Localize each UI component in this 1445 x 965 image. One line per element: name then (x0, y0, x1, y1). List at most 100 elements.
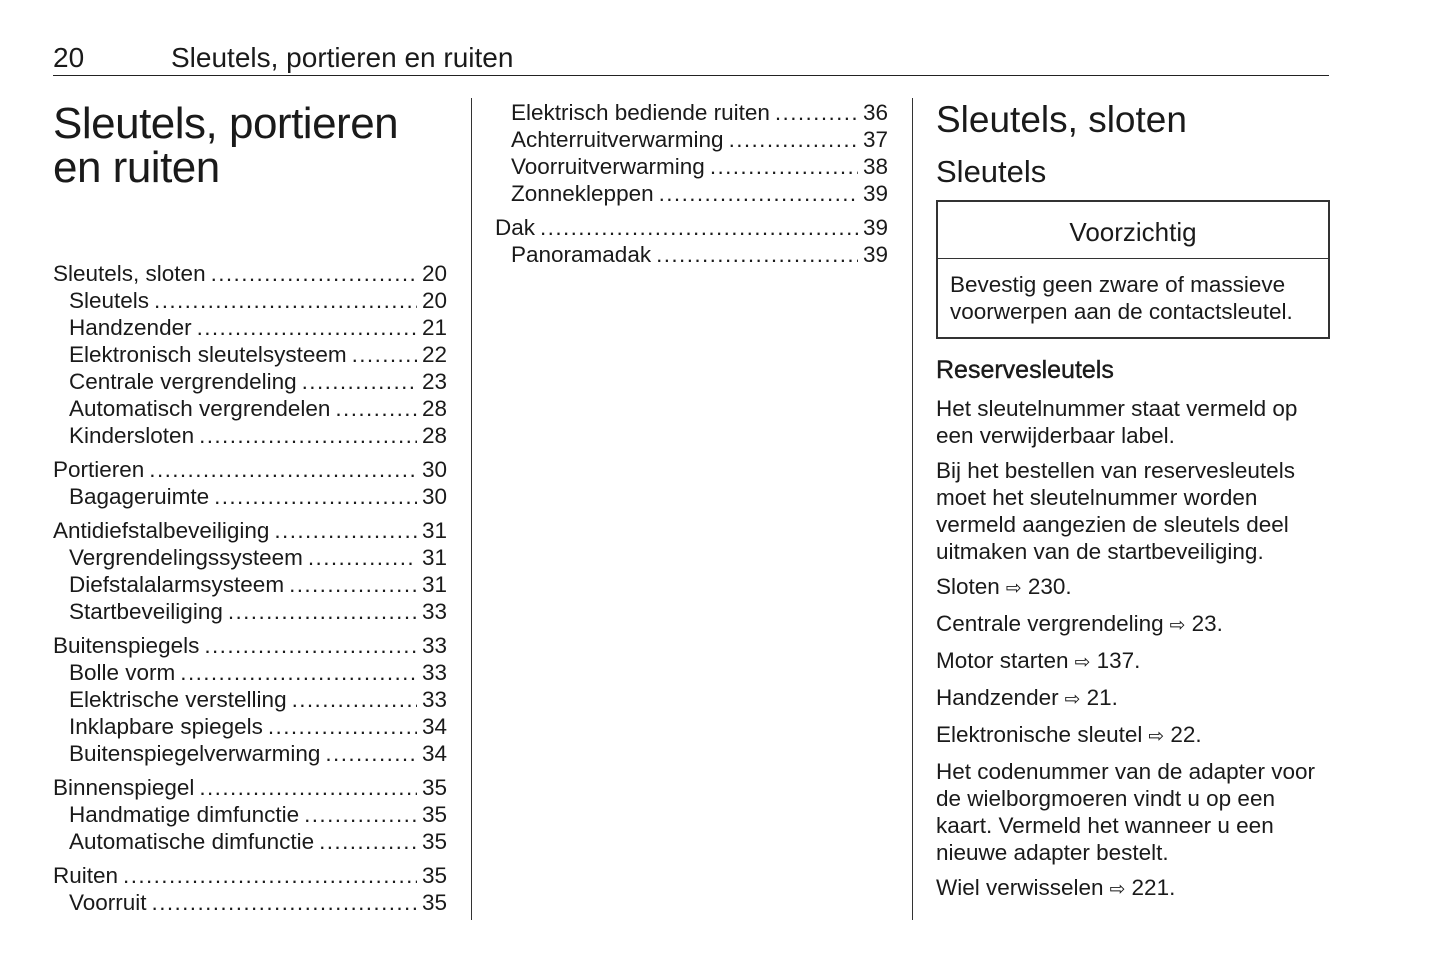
dot-leader (335, 395, 417, 422)
toc-entry-label: Voorruit (69, 890, 147, 915)
toc-entry[interactable]: Binnenspiegel 35 (53, 774, 447, 801)
toc-entry-label: Portieren (53, 457, 145, 482)
toc-entry[interactable]: Panoramadak 39 (495, 241, 888, 268)
toc-entry[interactable]: Portieren 30 (53, 456, 447, 483)
toc-entry[interactable]: Handzender 21 (53, 314, 447, 341)
toc-entry[interactable]: Ruiten 35 (53, 862, 447, 889)
dot-leader (274, 517, 417, 544)
column-divider (912, 98, 913, 920)
dot-leader (204, 632, 417, 659)
toc-entry[interactable]: Buitenspiegels 33 (53, 632, 447, 659)
toc-entry[interactable]: Elektrische verstelling 33 (53, 686, 447, 713)
dot-leader (268, 713, 417, 740)
toc-entry[interactable]: Achterruitverwarming 37 (495, 126, 888, 153)
page-reference[interactable]: 221. (1131, 875, 1176, 900)
dot-leader (228, 598, 417, 625)
right-column: Sleutels, sloten Sleutels Voorzichtig Be… (936, 100, 1330, 911)
toc-entry-page: 38 (862, 154, 888, 179)
toc-entry[interactable]: Buitenspiegelverwarming 34 (53, 740, 447, 767)
dot-leader (308, 544, 417, 571)
page-reference[interactable]: 21. (1086, 685, 1118, 710)
toc-entry[interactable]: Vergrendelingssysteem 31 (53, 544, 447, 571)
cross-reference[interactable]: Wiel verwisselen ⇨ 221. (936, 874, 1330, 903)
toc-entry[interactable]: Handmatige dimfunctie 35 (53, 801, 447, 828)
dot-leader (656, 241, 858, 268)
toc-entry-label: Elektronisch sleutelsysteem (69, 342, 347, 367)
toc-entry[interactable]: Centrale vergrendeling 23 (53, 368, 447, 395)
section-heading: Sleutels, sloten (936, 99, 1187, 140)
toc-entry-label: Antidiefstalbeveiliging (53, 518, 270, 543)
toc-entry-label: Buitenspiegelverwarming (69, 741, 321, 766)
toc-entry[interactable]: Bagageruimte 30 (53, 483, 447, 510)
toc-entry-page: 30 (421, 484, 447, 509)
toc-entry[interactable]: Inklapbare spiegels 34 (53, 713, 447, 740)
paragraph-text: Centrale vergrendeling (936, 611, 1164, 636)
toc-entry[interactable]: Sleutels, sloten 20 (53, 260, 447, 287)
dot-leader (352, 341, 417, 368)
toc-entry-label: Automatisch vergrendelen (69, 396, 331, 421)
toc-entry[interactable]: Diefstalalarmsysteem 31 (53, 571, 447, 598)
page-reference[interactable]: 137. (1096, 648, 1141, 673)
toc-entry[interactable]: Automatisch vergrendelen 28 (53, 395, 447, 422)
toc-entry[interactable]: Antidiefstalbeveiliging 31 (53, 517, 447, 544)
toc-entry[interactable]: Bolle vorm 33 (53, 659, 447, 686)
toc-entry-label: Voorruitverwarming (511, 154, 705, 179)
toc-entry-page: 20 (421, 261, 447, 286)
toc-entry-page: 35 (421, 829, 447, 854)
cross-reference[interactable]: Centrale vergrendeling ⇨ 23. (936, 610, 1330, 639)
toc-entry-page: 35 (421, 890, 447, 915)
paragraph-text: Het codenummer van de adapter voor de wi… (936, 759, 1315, 865)
toc-entry-label: Ruiten (53, 863, 119, 888)
toc-entry-label: Inklapbare spiegels (69, 714, 263, 739)
toc-entry[interactable]: Kindersloten 28 (53, 422, 447, 449)
dot-leader (214, 483, 417, 510)
toc-entry-page: 23 (421, 369, 447, 394)
arrow-right-icon: ⇨ (1068, 651, 1097, 673)
toc-entry[interactable]: Automatische dimfunctie 35 (53, 828, 447, 855)
dot-leader (180, 659, 417, 686)
toc-entry-label: Bagageruimte (69, 484, 210, 509)
dot-leader (775, 99, 858, 126)
page-reference[interactable]: 22. (1170, 722, 1202, 747)
toc-entry[interactable]: Voorruit 35 (53, 889, 447, 916)
toc-entry[interactable]: Voorruitverwarming 38 (495, 153, 888, 180)
dot-leader (199, 422, 417, 449)
toc-entry[interactable]: Sleutels 20 (53, 287, 447, 314)
subsection-heading: Sleutels (936, 154, 1047, 189)
cross-reference[interactable]: Handzender ⇨ 21. (936, 684, 1330, 713)
toc-entry-label: Sleutels, sloten (53, 261, 206, 286)
toc-entry-page: 33 (421, 633, 447, 658)
chapter-title: Sleutels, portieren en ruiten (171, 42, 514, 73)
toc-entry-label: Zonnekleppen (511, 181, 654, 206)
toc-entry-page: 21 (421, 315, 447, 340)
toc-entry-page: 28 (421, 396, 447, 421)
toc-entry-label: Centrale vergrendeling (69, 369, 297, 394)
left-column: Sleutels, portieren en ruiten Sleutels, … (53, 102, 447, 916)
toc-entry-page: 28 (421, 423, 447, 448)
page-reference[interactable]: 230. (1027, 574, 1072, 599)
toc-entry[interactable]: Dak 39 (495, 214, 888, 241)
paragraph: Het sleutelnummer staat vermeld op een v… (936, 395, 1330, 449)
toc-entry[interactable]: Elektronisch sleutelsysteem 22 (53, 341, 447, 368)
arrow-right-icon: ⇨ (1103, 878, 1132, 900)
toc-entry-label: Diefstalalarmsysteem (69, 572, 285, 597)
toc-entry[interactable]: Startbeveiliging 33 (53, 598, 447, 625)
cross-reference[interactable]: Motor starten ⇨ 137. (936, 647, 1330, 676)
toc-entry-label: Sleutels (69, 288, 150, 313)
paragraph: Bij het bestellen van reservesleutels mo… (936, 457, 1330, 565)
toc-entry-label: Panoramadak (511, 242, 652, 267)
chapter-heading-line2: en ruiten (53, 143, 220, 192)
toc-entry-page: 33 (421, 660, 447, 685)
toc-entry-label: Dak (495, 215, 536, 240)
toc-entry-page: 34 (421, 714, 447, 739)
cross-reference[interactable]: Sloten ⇨ 230. (936, 573, 1330, 602)
toc-entry[interactable]: Zonnekleppen 39 (495, 180, 888, 207)
toc-entry-page: 39 (862, 181, 888, 206)
cross-reference[interactable]: Elektronische sleutel ⇨ 22. (936, 721, 1330, 750)
paragraph-text: Het sleutelnummer staat vermeld op een v… (936, 396, 1298, 448)
page-reference[interactable]: 23. (1191, 611, 1223, 636)
toc-entry[interactable]: Elektrisch bediende ruiten 36 (495, 99, 888, 126)
dot-leader (149, 456, 417, 483)
toc-entry-label: Handmatige dimfunctie (69, 802, 300, 827)
toc-entry-label: Automatische dimfunctie (69, 829, 315, 854)
